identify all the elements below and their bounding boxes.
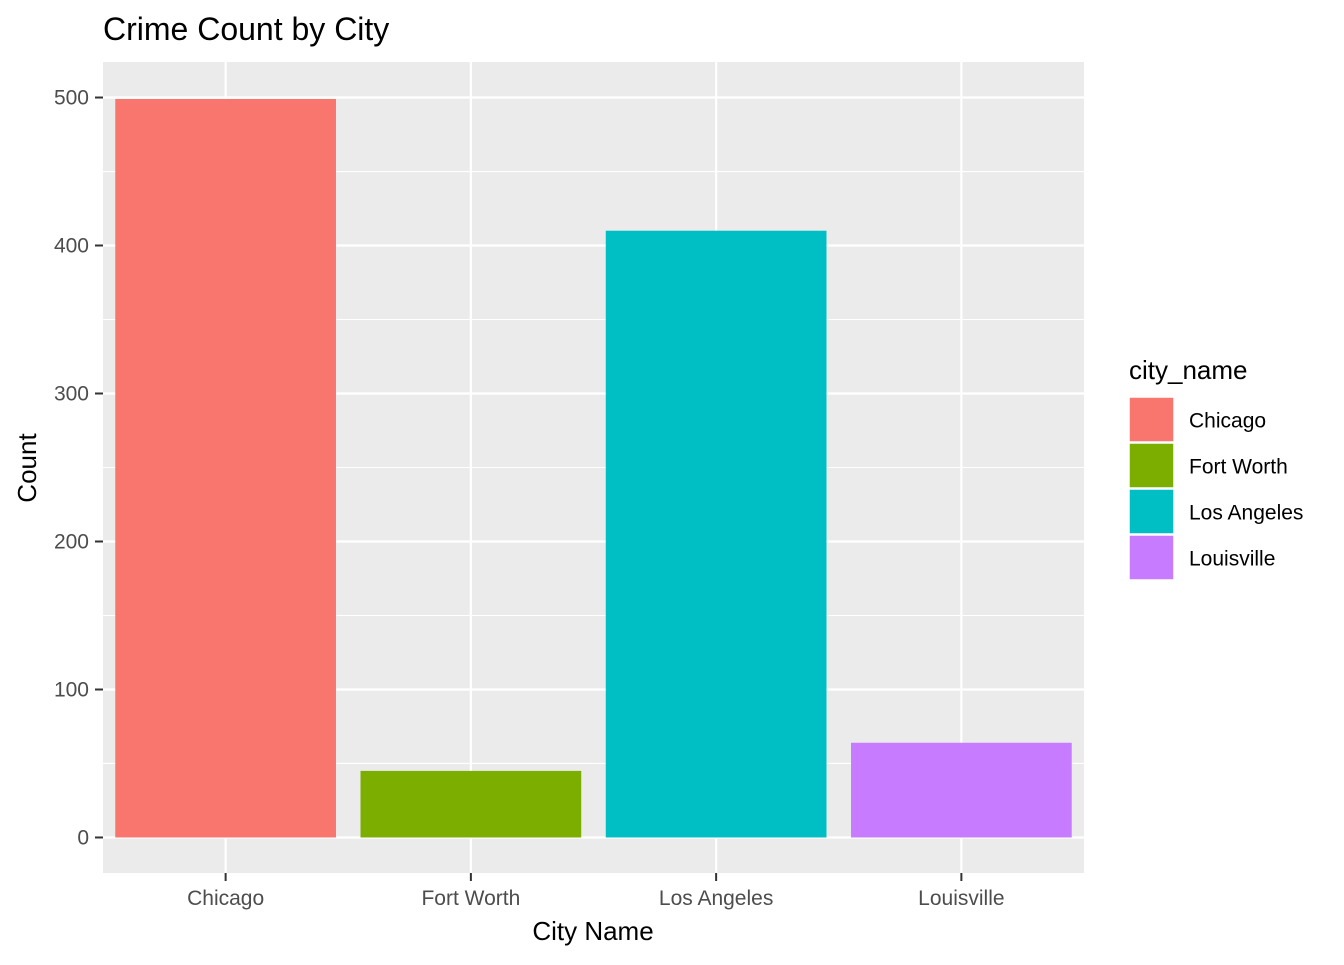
bars <box>115 98 1072 838</box>
bar-chicago <box>115 98 336 838</box>
legend-key <box>1128 442 1175 489</box>
x-tick-label: Fort Worth <box>421 887 520 910</box>
x-axis-title: City Name <box>532 916 653 946</box>
x-tick-label: Louisville <box>918 887 1004 910</box>
chart-title: Crime Count by City <box>103 11 389 47</box>
x-axis: Chicago Fort Worth Los Angeles Louisville <box>187 873 1005 910</box>
x-tick-label: Los Angeles <box>659 887 773 910</box>
legend-label: Los Angeles <box>1189 502 1303 525</box>
y-tick-label: 200 <box>54 530 89 553</box>
y-tick-label: 300 <box>54 383 89 406</box>
bar-fort-worth <box>360 770 582 838</box>
legend-key <box>1128 396 1175 443</box>
y-axis-title: Count <box>12 433 42 503</box>
legend-label: Louisville <box>1189 548 1275 571</box>
legend-key <box>1128 488 1175 535</box>
y-tick-label: 0 <box>77 826 89 849</box>
legend: city_name Chicago Fort Worth Los Angeles Lo… <box>1128 355 1303 581</box>
x-tick-label: Chicago <box>187 887 264 910</box>
legend-title: city_name <box>1129 355 1248 385</box>
y-tick-label: 500 <box>54 87 89 110</box>
legend-key <box>1128 534 1175 581</box>
bar-los-angeles <box>605 230 827 838</box>
y-tick-label: 400 <box>54 235 89 258</box>
legend-label: Chicago <box>1189 410 1266 433</box>
legend-label: Fort Worth <box>1189 456 1288 479</box>
y-axis: 0 100 200 300 400 500 <box>54 87 103 849</box>
bar-louisville <box>851 742 1072 838</box>
y-tick-label: 100 <box>54 678 89 701</box>
